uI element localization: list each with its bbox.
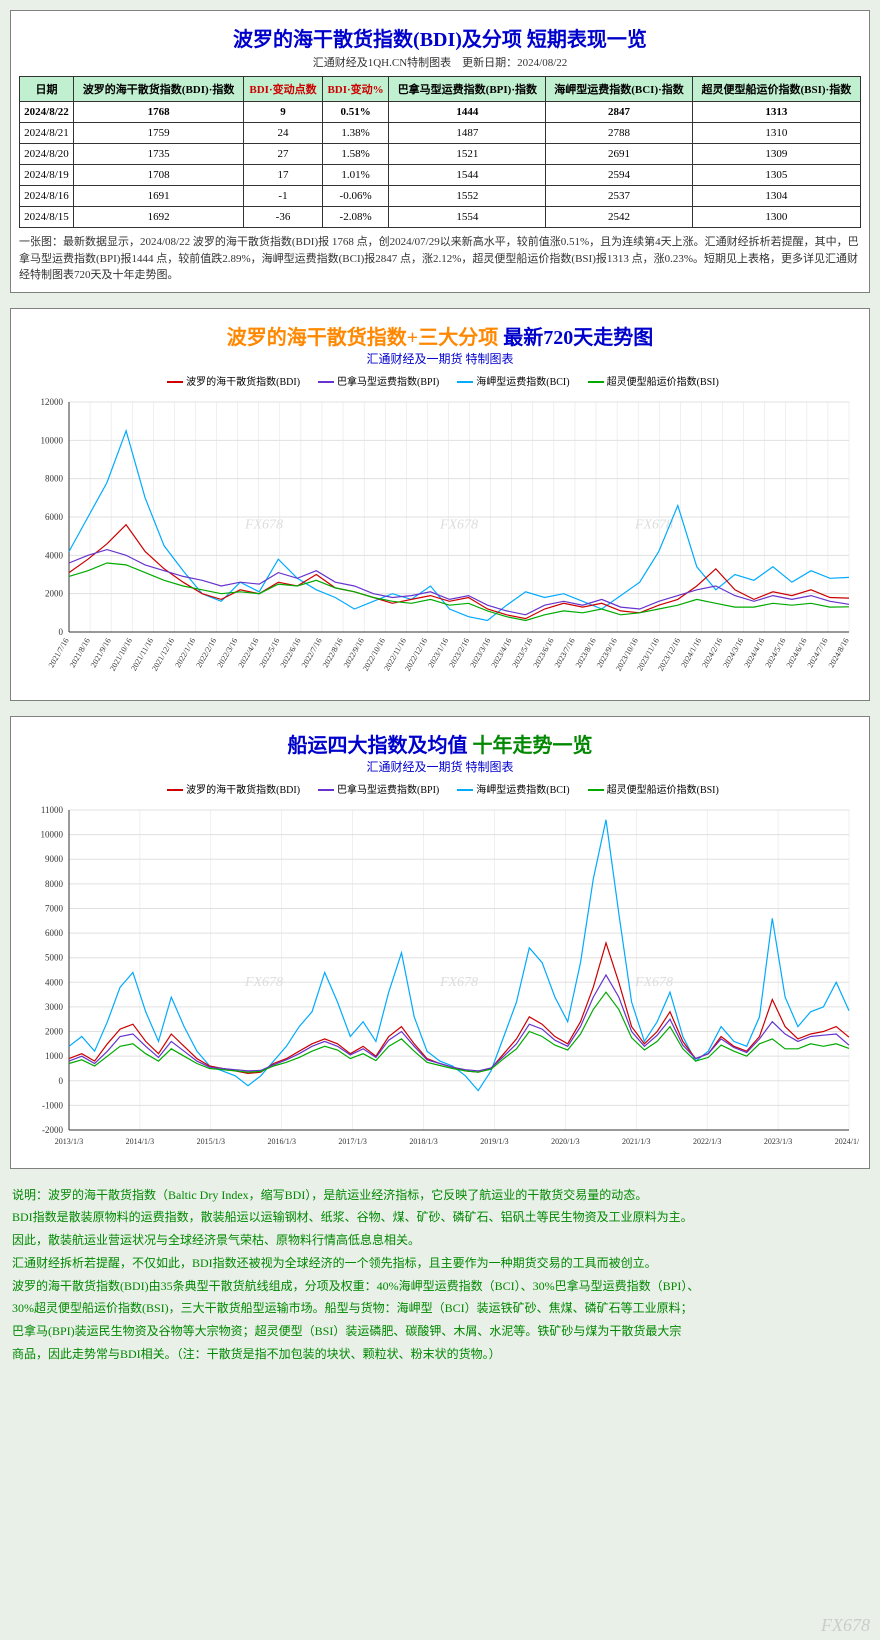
svg-text:1000: 1000 [45, 1051, 64, 1061]
chart-720day-panel: 波罗的海干散货指数+三大分项 最新720天走势图 汇通财经及一期货 特制图表 波… [10, 308, 870, 701]
legend-item: 巴拿马型运费指数(BPI) [312, 377, 439, 388]
svg-text:2013/1/3: 2013/1/3 [55, 1137, 83, 1146]
svg-text:2016/1/3: 2016/1/3 [268, 1137, 296, 1146]
chart2-title: 船运四大指数及均值 十年走势一览 [19, 729, 861, 758]
svg-text:4000: 4000 [45, 977, 64, 987]
table-header: 巴拿马型运费指数(BPI)·指数 [389, 77, 546, 102]
svg-text:2015/1/3: 2015/1/3 [197, 1137, 225, 1146]
table-header: BDI·变动% [322, 77, 389, 102]
chart2-subtitle: 汇通财经及一期货 特制图表 [19, 758, 861, 775]
chart2-legend: 波罗的海干散货指数(BDI) 巴拿马型运费指数(BPI) 海岬型运费指数(BCI) 超… [19, 781, 861, 796]
explanation-text: 说明：波罗的海干散货指数（Baltic Dry Index，缩写BDI），是航运… [10, 1184, 870, 1366]
svg-text:FX678: FX678 [439, 517, 478, 532]
explanation-line: BDI指数是散装原物料的运费指数，散装船运以运输钢材、纸浆、谷物、煤、矿砂、磷矿… [12, 1206, 868, 1229]
table-row: 2024/8/151692-36-2.08%155425421300 [20, 207, 861, 228]
table-header: 日期 [20, 77, 74, 102]
table-header: BDI·变动点数 [244, 77, 323, 102]
svg-text:-2000: -2000 [42, 1125, 63, 1135]
svg-text:4000: 4000 [45, 550, 64, 560]
svg-text:2021/1/3: 2021/1/3 [622, 1137, 650, 1146]
legend-item: 波罗的海干散货指数(BDI) [161, 377, 300, 388]
svg-text:5000: 5000 [45, 952, 64, 962]
svg-text:12000: 12000 [41, 397, 64, 407]
table-row: 2024/8/211759241.38%148727881310 [20, 123, 861, 144]
svg-text:2000: 2000 [45, 1026, 64, 1036]
svg-text:0: 0 [59, 627, 64, 637]
svg-text:2024/8/16: 2024/8/16 [827, 636, 851, 669]
chart2-svg: -2000 -1000 0 1000 2000 3000 4000 5000 6000 7000 8… [19, 800, 859, 1160]
explanation-line: 汇通财经拆析若提醒，不仅如此，BDI指数还被视为全球经济的一个领先指标，且主要作… [12, 1252, 868, 1275]
bdi-table: 日期波罗的海干散货指数(BDI)·指数BDI·变动点数BDI·变动%巴拿马型运费… [19, 76, 861, 228]
svg-text:6000: 6000 [45, 928, 64, 938]
svg-text:9000: 9000 [45, 854, 64, 864]
svg-text:6000: 6000 [45, 512, 64, 522]
page-watermark: FX678 [821, 1615, 870, 1636]
legend-item: 巴拿马型运费指数(BPI) [312, 785, 439, 796]
svg-text:2023/1/3: 2023/1/3 [764, 1137, 792, 1146]
svg-text:2019/1/3: 2019/1/3 [480, 1137, 508, 1146]
svg-text:2024/1/3: 2024/1/3 [835, 1137, 859, 1146]
legend-item: 超灵便型船运价指数(BSI) [582, 785, 719, 796]
explanation-line: 巴拿马(BPI)装运民生物资及谷物等大宗物资；超灵便型（BSI）装运磷肥、碳酸钾… [12, 1320, 868, 1343]
table-subtitle: 汇通财经及1QH.CN特制图表 更新日期：2024/08/22 [19, 54, 861, 70]
svg-text:3000: 3000 [45, 1001, 64, 1011]
explanation-line: 说明：波罗的海干散货指数（Baltic Dry Index，缩写BDI），是航运… [12, 1184, 868, 1207]
explanation-line: 商品，因此走势常与BDI相关。（注：干散货是指不加包装的块状、颗粒状、粉末状的货… [12, 1343, 868, 1366]
table-row: 2024/8/201735271.58%152126911309 [20, 144, 861, 165]
explanation-line: 波罗的海干散货指数(BDI)由35条典型干散货航线组成，分项及权重：40%海岬型… [12, 1275, 868, 1298]
svg-text:11000: 11000 [41, 805, 64, 815]
table-header: 波罗的海干散货指数(BDI)·指数 [73, 77, 243, 102]
svg-text:FX678: FX678 [244, 517, 283, 532]
svg-text:10000: 10000 [41, 435, 64, 445]
legend-item: 超灵便型船运价指数(BSI) [582, 377, 719, 388]
table-title: 波罗的海干散货指数(BDI)及分项 短期表现一览 [19, 23, 861, 52]
svg-text:FX678: FX678 [244, 975, 283, 990]
legend-item: 海岬型运费指数(BCI) [451, 785, 569, 796]
svg-text:2020/1/3: 2020/1/3 [551, 1137, 579, 1146]
chart-10year-panel: 船运四大指数及均值 十年走势一览 汇通财经及一期货 特制图表 波罗的海干散货指数… [10, 716, 870, 1169]
svg-text:FX678: FX678 [634, 975, 673, 990]
summary-table-panel: 波罗的海干散货指数(BDI)及分项 短期表现一览 汇通财经及1QH.CN特制图表… [10, 10, 870, 293]
chart1-subtitle: 汇通财经及一期货 特制图表 [19, 350, 861, 367]
svg-text:7000: 7000 [45, 903, 64, 913]
table-header: 超灵便型船运价指数(BSI)·指数 [692, 77, 860, 102]
svg-text:2014/1/3: 2014/1/3 [126, 1137, 154, 1146]
table-footnote: 一张图：最新数据显示，2024/08/22 波罗的海干散货指数(BDI)报 17… [19, 234, 861, 284]
table-row: 2024/8/161691-1-0.06%155225371304 [20, 186, 861, 207]
legend-item: 波罗的海干散货指数(BDI) [161, 785, 300, 796]
svg-text:2017/1/3: 2017/1/3 [338, 1137, 366, 1146]
explanation-line: 30%超灵便型船运价指数(BSI)，三大干散货船型运输市场。船型与货物：海岬型（… [12, 1297, 868, 1320]
table-row: 2024/8/191708171.01%154425941305 [20, 165, 861, 186]
svg-text:2022/1/3: 2022/1/3 [693, 1137, 721, 1146]
svg-text:2018/1/3: 2018/1/3 [409, 1137, 437, 1146]
explanation-line: 因此，散装航运业营运状况与全球经济景气荣枯、原物料行情高低息息相关。 [12, 1229, 868, 1252]
svg-text:2000: 2000 [45, 588, 64, 598]
svg-text:FX678: FX678 [439, 975, 478, 990]
svg-text:0: 0 [59, 1075, 64, 1085]
chart1-legend: 波罗的海干散货指数(BDI) 巴拿马型运费指数(BPI) 海岬型运费指数(BCI) 超… [19, 373, 861, 388]
chart1-title: 波罗的海干散货指数+三大分项 最新720天走势图 [19, 321, 861, 350]
svg-text:10000: 10000 [41, 829, 64, 839]
table-row: 2024/8/22176890.51%144428471313 [20, 102, 861, 123]
svg-text:-1000: -1000 [42, 1100, 63, 1110]
svg-text:8000: 8000 [45, 878, 64, 888]
table-header: 海岬型运费指数(BCI)·指数 [546, 77, 692, 102]
svg-text:8000: 8000 [45, 473, 64, 483]
chart1-svg: 0200040006000800010000120002021/7/162021… [19, 392, 859, 692]
legend-item: 海岬型运费指数(BCI) [451, 377, 569, 388]
